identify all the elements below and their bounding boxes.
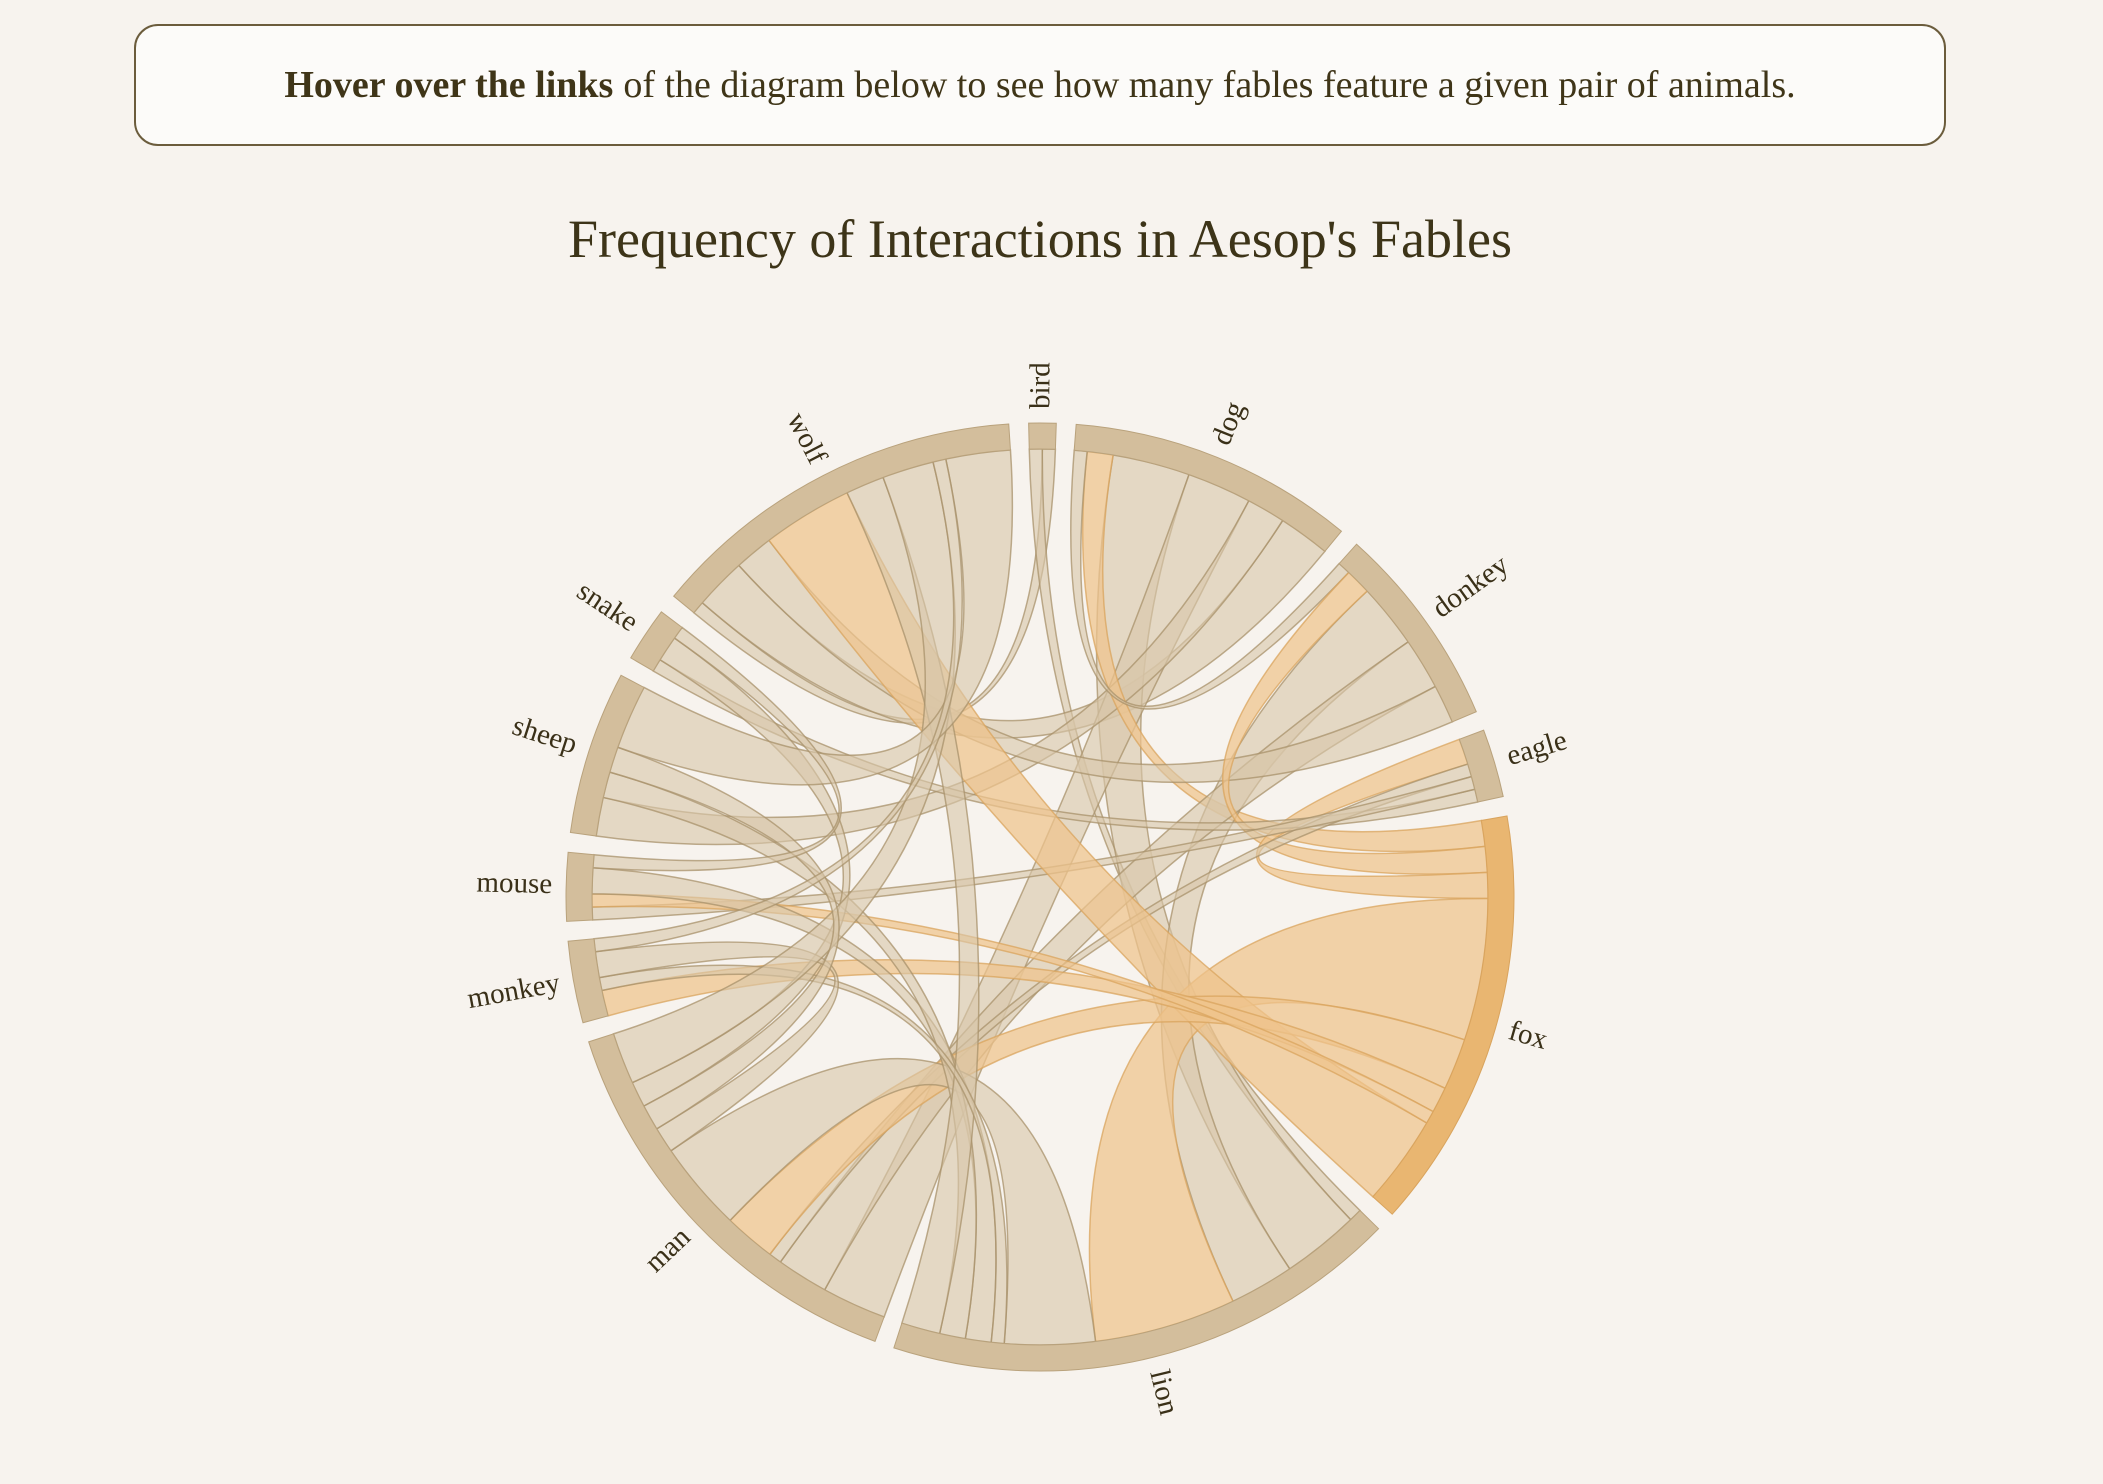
hint-text: of the diagram below to see how many fab… [623, 64, 1796, 106]
group-arc-monkey[interactable] [567, 938, 609, 1024]
group-label-snake: snake [571, 575, 644, 638]
chart-title: Frequency of Interactions in Aesop's Fab… [567, 209, 1513, 269]
group-arc-wolf[interactable] [672, 423, 1011, 614]
group-label-lion: lion [1143, 1366, 1185, 1418]
group-arc-eagle[interactable] [1458, 729, 1504, 803]
group-arc-man[interactable] [588, 1033, 885, 1343]
ribbons: bird – wolf: 1bird – lion: 1dog – wolf: … [591, 448, 1489, 1346]
group-label-man: man [638, 1221, 697, 1279]
group-label-eagle: eagle [1503, 724, 1571, 772]
group-label-fox: fox [1505, 1015, 1551, 1057]
group-label-monkey: monkey [465, 967, 563, 1015]
hint-bold: Hover over the links [284, 64, 614, 106]
group-arc-lion[interactable] [893, 1209, 1380, 1372]
group-arc-donkey[interactable] [1338, 543, 1477, 723]
group-label-donkey: donkey [1426, 548, 1514, 624]
group-label-mouse: mouse [476, 866, 552, 900]
group-arc-fox[interactable] [1372, 815, 1515, 1215]
group-label-wolf: wolf [781, 407, 834, 469]
group-arc-sheep[interactable] [569, 674, 645, 837]
group-label-dog: dog [1205, 397, 1251, 449]
group-arc-dog[interactable] [1073, 423, 1343, 552]
group-arc-mouse[interactable] [565, 851, 595, 922]
group-arc-bird[interactable] [1028, 422, 1057, 450]
group-label-bird: bird [1024, 362, 1056, 409]
group-label-sheep: sheep [508, 710, 581, 761]
group-arc-snake[interactable] [630, 611, 683, 672]
hint-box: Hover over the links of the diagram belo… [134, 24, 1946, 146]
